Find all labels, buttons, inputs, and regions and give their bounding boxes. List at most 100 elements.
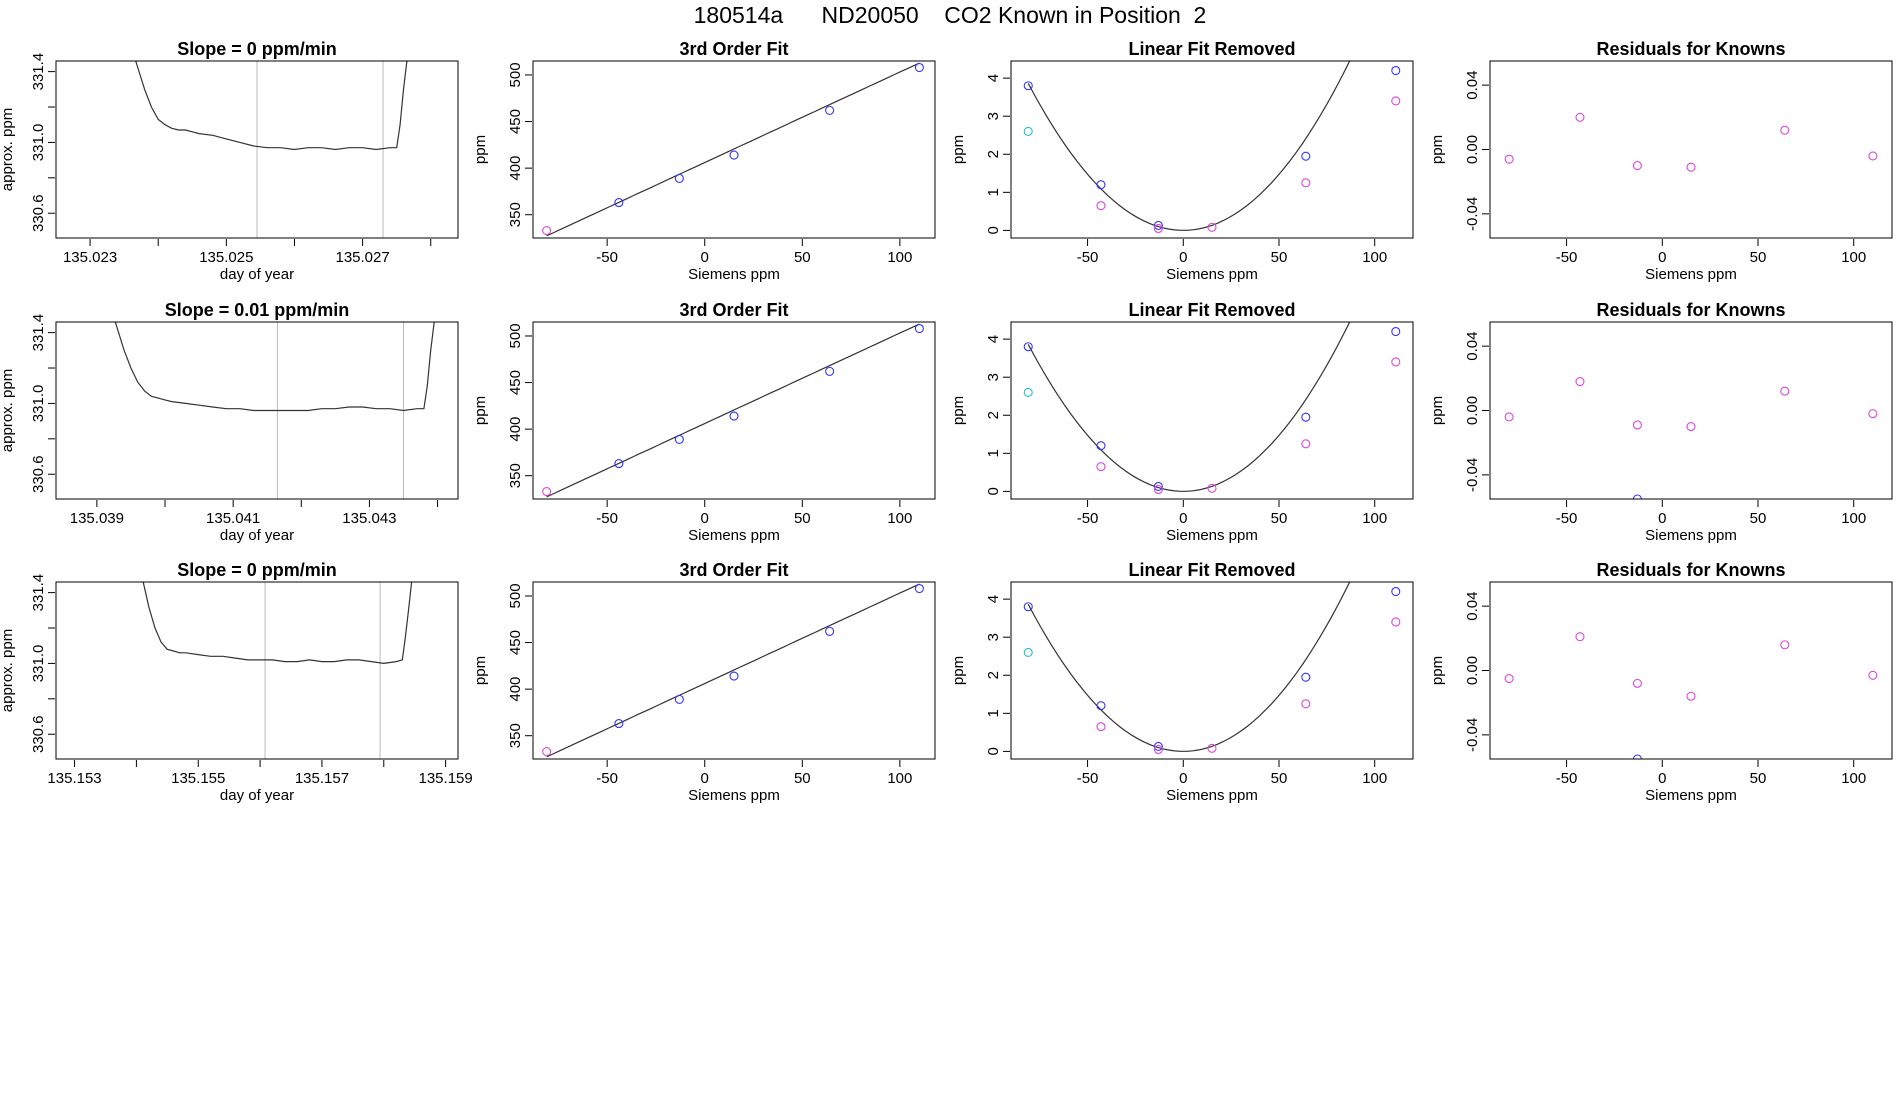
plot-frame	[55, 581, 459, 760]
data-point	[1023, 126, 1033, 136]
data-point	[1023, 342, 1033, 352]
y-tick-label: 331.0	[30, 124, 47, 162]
y-tick-label: 500	[507, 62, 524, 87]
data-point	[1868, 151, 1878, 161]
data-point	[1207, 743, 1217, 753]
data-point	[1153, 744, 1163, 755]
data-point	[1780, 125, 1790, 135]
y-axis-label: ppm	[1429, 396, 1446, 425]
data-point	[1575, 376, 1585, 387]
x-tick-label: 100	[1362, 770, 1387, 787]
data-point	[1153, 481, 1163, 491]
plot-frame	[1010, 321, 1414, 500]
y-tick-label: 400	[507, 677, 524, 702]
y-tick-label: 0	[985, 747, 1002, 755]
x-tick-label: 100	[1841, 249, 1866, 266]
panel-r1-c1: 3rd Order Fit -50 0 50 100 Siemens ppm 350 400 4…	[472, 300, 936, 544]
x-axis-label: Siemens ppm	[1645, 787, 1737, 804]
y-tick-label: -0.04	[1464, 718, 1481, 752]
x-tick-label: 50	[1271, 510, 1288, 527]
plot-frame	[532, 581, 936, 760]
data-point	[914, 62, 924, 73]
data-point	[1391, 96, 1401, 106]
data-point	[1301, 178, 1311, 188]
x-tick-label: 0	[701, 510, 709, 527]
x-axis-label: Siemens ppm	[688, 527, 780, 544]
panel-r2-c0: Slope = 0 ppm/min 135.153 135.155 135.157 13…	[0, 560, 473, 804]
data-trace	[142, 582, 413, 665]
data-point	[674, 434, 684, 444]
plot-area	[542, 583, 924, 758]
x-axis-label: Siemens ppm	[1166, 787, 1258, 804]
chart-title: 3rd Order Fit	[679, 300, 788, 320]
y-tick-label: 3	[985, 112, 1002, 120]
plot-area	[1504, 632, 1878, 759]
y-tick-label: 450	[507, 630, 524, 655]
x-axis-label: day of year	[220, 787, 294, 804]
x-tick-label: 135.025	[199, 249, 253, 266]
data-point	[1207, 483, 1217, 493]
page-title: 180514a ND20050 CO2 Known in Position 2	[693, 2, 1207, 28]
y-tick-label: 400	[507, 417, 524, 442]
x-tick-label: 50	[1271, 249, 1288, 266]
y-tick-label: -0.04	[1464, 458, 1481, 492]
plot-frame	[1010, 581, 1414, 760]
x-axis-label: Siemens ppm	[1645, 266, 1737, 283]
plot-frame	[55, 60, 459, 239]
x-axis-label: Siemens ppm	[688, 787, 780, 804]
y-tick-label: 3	[985, 373, 1002, 381]
data-point	[1504, 673, 1514, 684]
y-axis-label: ppm	[950, 135, 967, 164]
data-point	[1504, 154, 1514, 164]
x-tick-label: -50	[596, 510, 618, 527]
data-point	[1686, 422, 1696, 432]
x-axis-label: Siemens ppm	[1166, 527, 1258, 544]
x-tick-label: -50	[1077, 770, 1099, 787]
y-tick-label: 0.04	[1464, 592, 1481, 621]
chart-title: 3rd Order Fit	[679, 39, 788, 59]
x-tick-label: 135.039	[70, 510, 124, 527]
plot-frame	[1489, 581, 1893, 760]
y-tick-label: -0.04	[1464, 197, 1481, 231]
panel-r0-c1: 3rd Order Fit -50 0 50 100 Siemens ppm 350 400 4…	[472, 39, 936, 283]
x-tick-label: 135.155	[171, 770, 225, 787]
panel-r2-c1: 3rd Order Fit -50 0 50 100 Siemens ppm 350 400 4…	[472, 560, 936, 804]
x-tick-label: 135.027	[335, 249, 389, 266]
x-tick-label: 50	[794, 249, 811, 266]
x-tick-label: 50	[794, 770, 811, 787]
data-point	[1780, 640, 1790, 650]
chart-title: Slope = 0 ppm/min	[177, 560, 337, 580]
y-axis-label: ppm	[950, 396, 967, 425]
data-point	[1301, 699, 1311, 709]
data-point	[729, 150, 739, 160]
x-tick-label: -50	[1077, 510, 1099, 527]
x-tick-label: -50	[1556, 249, 1578, 266]
data-point	[1301, 439, 1311, 449]
x-tick-label: -50	[596, 249, 618, 266]
data-point	[1632, 494, 1642, 499]
data-point	[1504, 412, 1514, 422]
data-point	[729, 671, 739, 681]
data-point	[1096, 441, 1106, 451]
x-tick-label: 100	[887, 510, 912, 527]
data-point	[1868, 670, 1878, 680]
data-point	[1391, 65, 1401, 76]
y-tick-label: 1	[985, 449, 1002, 457]
plot-frame	[1489, 321, 1893, 500]
x-axis-label: Siemens ppm	[688, 266, 780, 283]
chart-title: Linear Fit Removed	[1128, 560, 1295, 580]
data-point	[1096, 722, 1106, 732]
data-point	[1207, 222, 1217, 232]
x-tick-label: 100	[887, 770, 912, 787]
y-tick-label: 330.6	[30, 715, 47, 753]
chart-title: Residuals for Knowns	[1596, 300, 1785, 320]
data-point	[674, 173, 684, 183]
panel-r1-c3: Residuals for Knowns -50 0 50 100 Siemens ppm…	[1429, 300, 1893, 544]
plot-area	[1023, 61, 1401, 234]
y-tick-label: 350	[507, 463, 524, 488]
x-tick-label: 50	[1271, 770, 1288, 787]
plot-area	[1504, 376, 1878, 499]
